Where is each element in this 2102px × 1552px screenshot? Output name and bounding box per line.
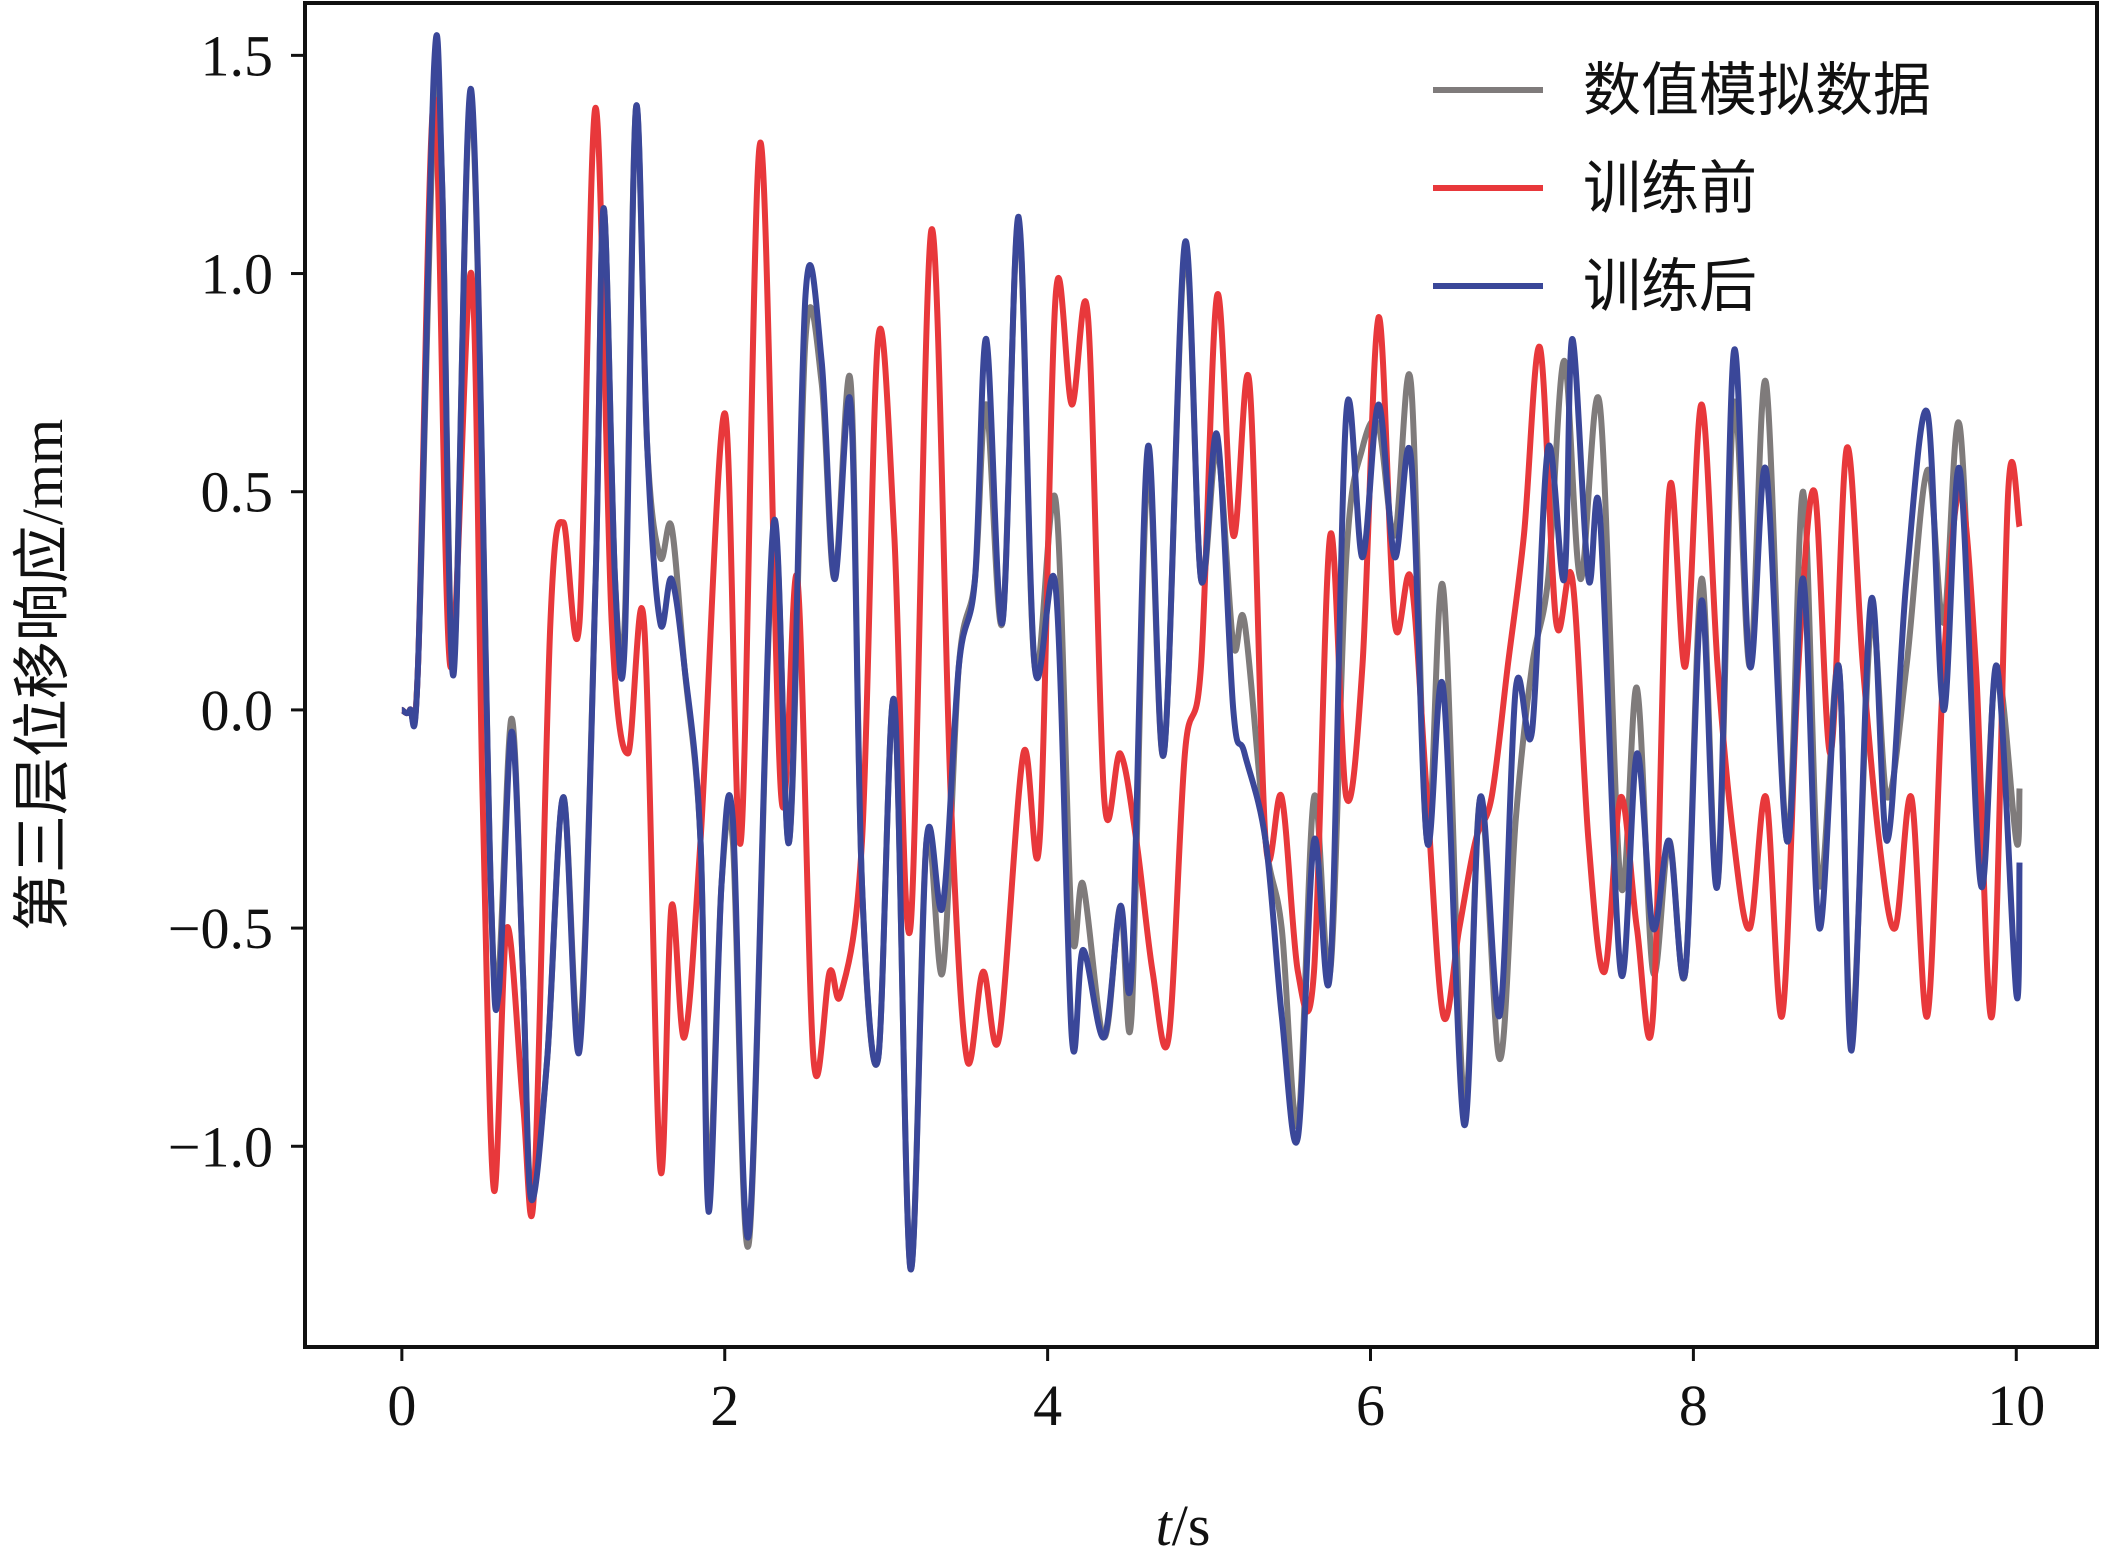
- legend-label-3: 训练后: [1583, 252, 1757, 320]
- series-line-2: [400, 96, 2023, 1220]
- series-layer: [400, 32, 2023, 1273]
- x-tick-label: 10: [1987, 1373, 2045, 1438]
- y-tick-label: −0.5: [168, 896, 273, 961]
- legend-label-2: 训练前: [1583, 154, 1757, 222]
- y-tick-label: 0.5: [201, 460, 274, 525]
- x-tick-label: 2: [710, 1373, 739, 1438]
- x-tick-label: 0: [387, 1373, 416, 1438]
- y-tick-label: 0.0: [201, 678, 274, 743]
- y-tick-label: 1.0: [201, 242, 274, 307]
- plot-frame: [303, 1, 2099, 1349]
- y-tick-label: 1.5: [201, 23, 274, 88]
- x-tick-label: 6: [1356, 1373, 1385, 1438]
- x-tick-label: 8: [1679, 1373, 1708, 1438]
- x-axis-title-unit: /s: [1172, 1493, 1211, 1552]
- x-axis: 0 2 4 6 8 10: [387, 1347, 2045, 1438]
- x-tick-label: 4: [1033, 1373, 1062, 1438]
- y-axis: −1.0 −0.5 0.0 0.5 1.0 1.5: [168, 23, 305, 1179]
- legend-label-1: 数值模拟数据: [1583, 56, 1931, 124]
- y-tick-label: −1.0: [168, 1114, 273, 1179]
- x-axis-title-var: t: [1156, 1493, 1174, 1552]
- y-axis-title: 第三层位移响应/mm: [10, 419, 75, 931]
- x-axis-title: t/s: [1156, 1493, 1211, 1552]
- series-line-3: [400, 32, 2023, 1273]
